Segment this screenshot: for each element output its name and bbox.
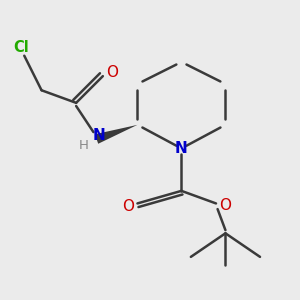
Text: H: H [78,140,88,152]
Text: O: O [106,65,118,80]
Polygon shape [95,125,137,144]
Text: O: O [219,197,231,212]
Text: N: N [93,128,106,143]
Text: N: N [175,141,188,156]
Text: Cl: Cl [13,40,29,55]
Text: O: O [122,199,134,214]
